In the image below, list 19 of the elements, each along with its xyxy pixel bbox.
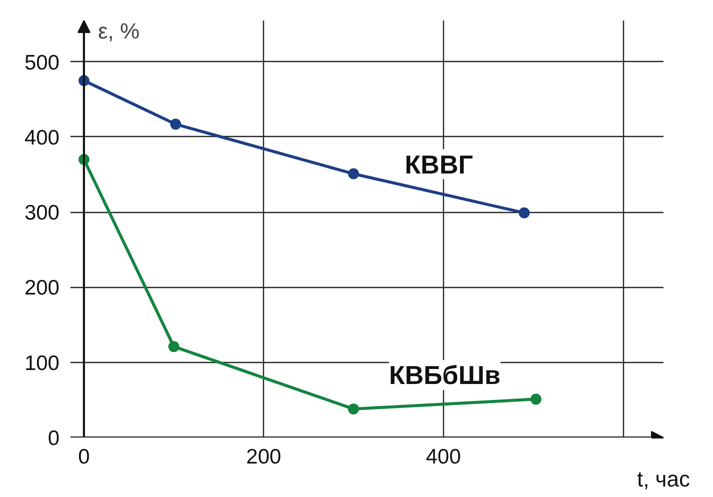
series-label: КВВГ [404, 149, 474, 180]
series-label: КВБбШв [388, 360, 500, 390]
y-tick-label: 0 [48, 427, 60, 450]
y-tick-label: 200 [24, 276, 60, 300]
point [518, 207, 530, 218]
y-tick-label: 100 [24, 352, 60, 375]
y-tick-label: 300 [24, 202, 60, 225]
x-tick-label: 200 [246, 446, 282, 468]
point [170, 118, 182, 130]
x-tick-label: 400 [426, 446, 461, 468]
point [348, 403, 360, 414]
y-tick-label: 400 [24, 126, 60, 150]
point [348, 168, 360, 180]
y-axis-title: ε, % [98, 18, 140, 44]
x-tick-label: 0 [78, 446, 90, 468]
point [530, 394, 542, 405]
y-tick-label: 500 [24, 51, 60, 74]
x-axis-title: t, час [636, 466, 690, 492]
point [168, 341, 180, 352]
